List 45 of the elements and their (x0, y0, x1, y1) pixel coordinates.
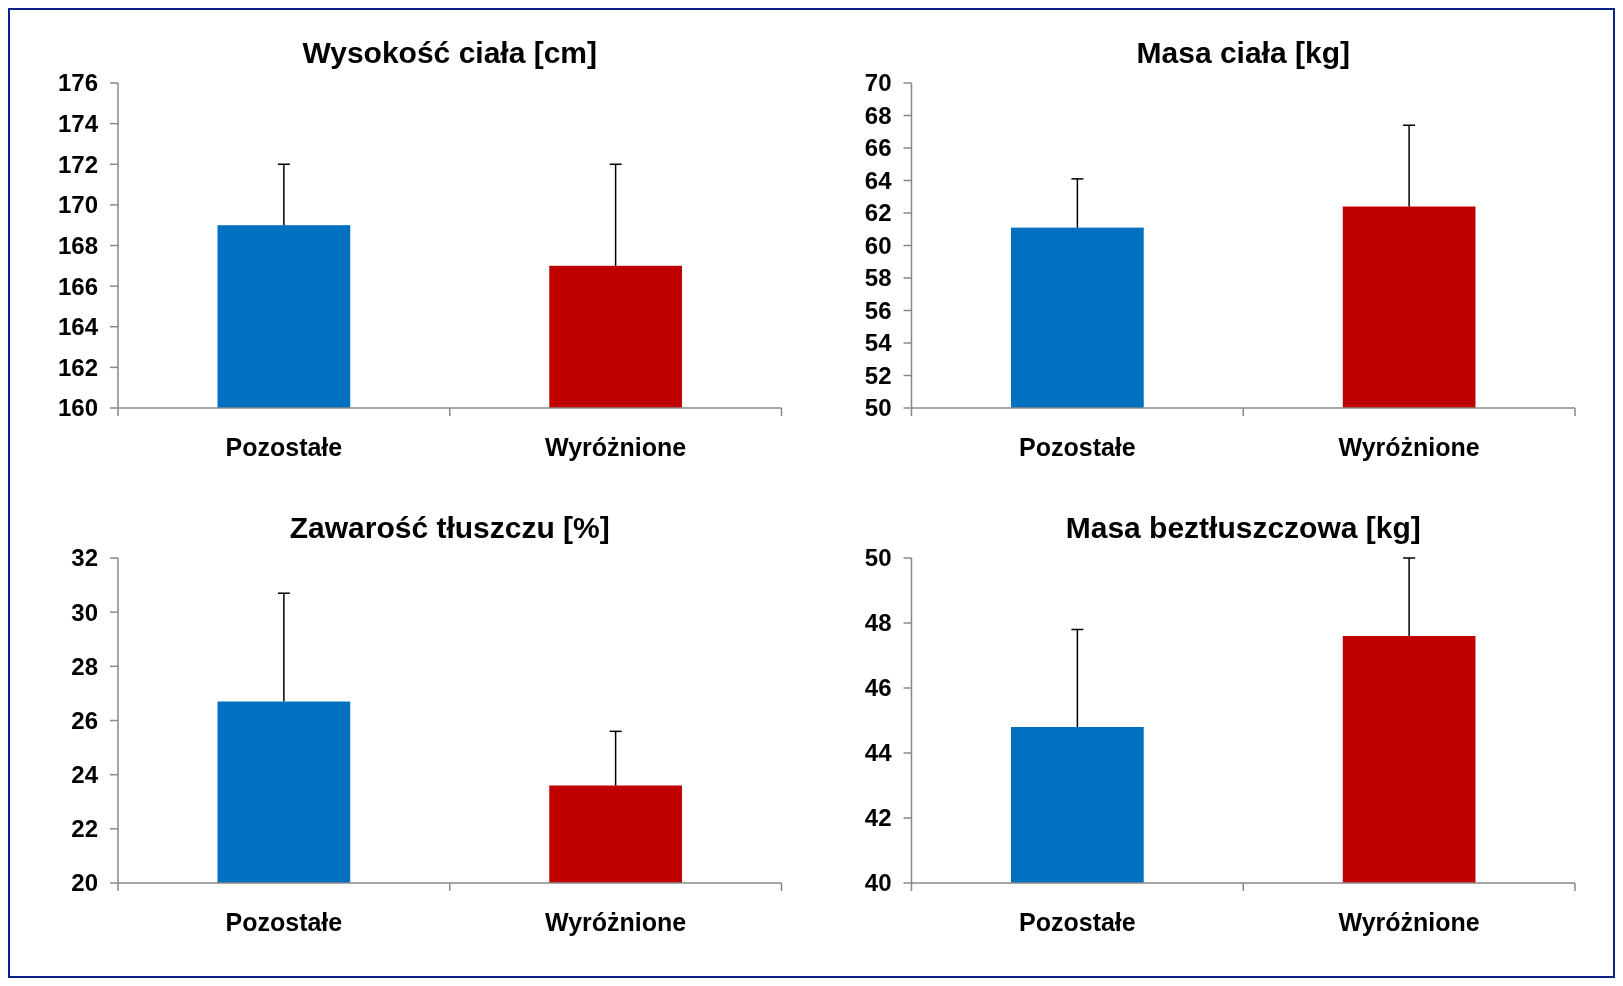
y-tick-label: 22 (71, 815, 98, 843)
y-tick-label: 20 (71, 869, 98, 897)
y-tick-label: 40 (864, 869, 892, 897)
x-tick-label: Pozostałe (225, 908, 343, 936)
y-tick-label: 30 (71, 598, 98, 626)
x-tick-label: Pozostałe (225, 433, 343, 461)
y-tick-label: 162 (57, 353, 98, 381)
chart-title: Masa beztłuszczowa [kg] (1065, 511, 1421, 544)
x-tick-label: Pozostałe (1019, 433, 1136, 461)
y-tick-label: 174 (57, 110, 99, 138)
chart-title: Masa ciała [kg] (1136, 36, 1350, 69)
x-tick-label: Wyróżnione (545, 908, 687, 936)
y-tick-label: 68 (864, 101, 892, 129)
y-tick-label: 62 (864, 199, 892, 227)
y-tick-label: 170 (57, 191, 98, 219)
y-tick-label: 164 (57, 313, 99, 341)
y-tick-label: 24 (71, 761, 99, 789)
y-tick-label: 32 (71, 544, 98, 572)
y-tick-label: 46 (864, 674, 892, 702)
y-tick-label: 28 (71, 652, 98, 680)
y-tick-label: 42 (864, 804, 892, 832)
x-tick-label: Pozostałe (1019, 908, 1136, 936)
chart-title: Zawarość tłuszczu [%] (289, 511, 610, 544)
y-tick-label: 66 (864, 134, 892, 162)
x-tick-label: Wyróżnione (1338, 433, 1480, 461)
y-tick-label: 172 (57, 150, 98, 178)
y-tick-label: 166 (57, 272, 98, 300)
y-tick-label: 26 (71, 706, 98, 734)
y-tick-label: 56 (864, 296, 892, 324)
x-tick-label: Wyróżnione (545, 433, 687, 461)
y-tick-label: 64 (864, 166, 893, 194)
y-tick-label: 50 (864, 394, 892, 422)
x-tick-label: Wyróżnione (1338, 908, 1480, 936)
y-tick-label: 48 (864, 609, 892, 637)
chart-title: Wysokość ciała [cm] (302, 36, 598, 69)
y-tick-label: 50 (864, 544, 892, 572)
y-tick-label: 44 (864, 739, 893, 767)
y-tick-label: 58 (864, 264, 892, 292)
y-tick-label: 168 (57, 231, 98, 259)
y-tick-label: 60 (864, 231, 892, 259)
y-tick-label: 70 (864, 69, 892, 97)
y-tick-label: 52 (864, 361, 892, 389)
y-tick-label: 54 (864, 329, 893, 357)
y-tick-label: 176 (57, 69, 98, 97)
y-tick-label: 160 (57, 394, 98, 422)
